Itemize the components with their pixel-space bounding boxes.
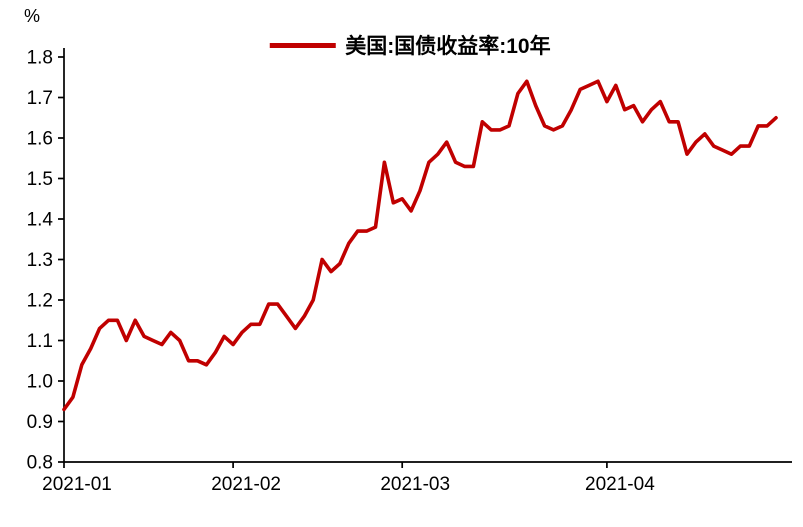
y-tick-label: 1.5 [27,169,53,190]
y-tick-label: 1.1 [27,331,53,352]
y-tick-label: 1.6 [27,129,53,150]
legend: 美国:国债收益率:10年 [269,30,551,60]
x-tick-label: 2021-02 [211,474,281,495]
x-tick-label: 2021-03 [380,474,450,495]
y-tick-label: 1.0 [27,372,53,393]
y-tick-label: 1.7 [27,88,53,109]
y-tick-label: 1.2 [27,291,53,312]
legend-series-label: 美国:国债收益率:10年 [345,35,551,58]
y-axis-unit-label: % [24,6,41,26]
x-tick-label: 2021-01 [42,474,112,495]
y-tick-label: 1.8 [27,48,53,69]
series-line [62,79,778,412]
y-tick-label: 1.4 [27,210,54,231]
y-tick-label: 1.3 [27,250,53,271]
y-tick-label: 0.9 [27,412,53,433]
x-tick-label: 2021-04 [585,474,655,495]
y-tick-label: 0.8 [27,453,53,474]
legend-line-swatch [269,42,336,48]
